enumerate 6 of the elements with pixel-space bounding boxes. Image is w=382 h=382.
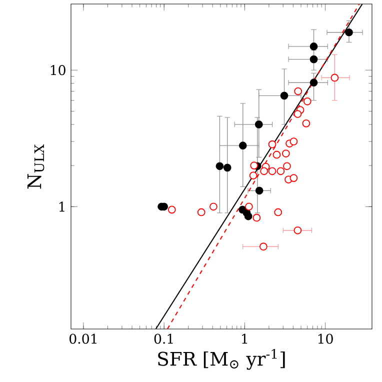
y-axis-title: N$_{ULX}$ <box>27 144 44 189</box>
x-tick-label: 10 <box>318 334 333 344</box>
x-axis-title: SFR [M$_{⊙}$ yr$^{-1}$] <box>158 348 285 370</box>
x-tick-label: 0.01 <box>70 334 96 344</box>
x-tick-label: 0.1 <box>154 334 173 344</box>
x-tick-label: 1 <box>242 334 248 344</box>
